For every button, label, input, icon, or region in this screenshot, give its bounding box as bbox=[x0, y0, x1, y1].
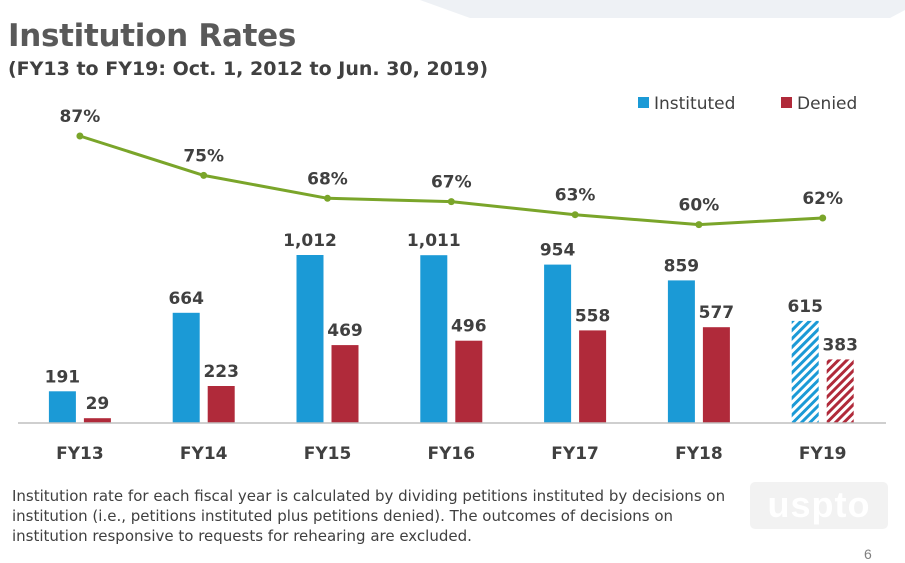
rate-label-fy13: 87% bbox=[60, 107, 101, 127]
x-tick-label-fy13: FY13 bbox=[56, 444, 104, 464]
rate-label-fy14: 75% bbox=[183, 146, 224, 166]
rate-label-fy15: 68% bbox=[307, 169, 348, 189]
x-tick-label-fy18: FY18 bbox=[675, 444, 723, 464]
top-decorative-band bbox=[0, 0, 905, 22]
bar-label-instituted-fy13: 191 bbox=[45, 367, 81, 387]
bar-denied-fy18 bbox=[702, 327, 730, 423]
bar-instituted-fy17 bbox=[544, 264, 572, 423]
uspto-logo: uspto bbox=[750, 482, 888, 529]
footnote: Institution rate for each fiscal year is… bbox=[12, 487, 726, 545]
rate-label-fy18: 60% bbox=[679, 196, 720, 216]
x-tick-label-fy17: FY17 bbox=[551, 444, 599, 464]
bar-label-instituted-fy14: 664 bbox=[168, 289, 204, 309]
slide-subtitle: (FY13 to FY19: Oct. 1, 2012 to Jun. 30, … bbox=[8, 58, 489, 80]
rate-label-fy17: 63% bbox=[555, 186, 596, 206]
institution-rate-line: 87% 75% 68% 67% 63% 60% 62% bbox=[60, 107, 843, 229]
legend-swatch-instituted bbox=[638, 97, 649, 108]
rate-point-fy16 bbox=[447, 198, 455, 206]
bar-denied-fy17 bbox=[579, 330, 607, 423]
x-tick-label-fy14: FY14 bbox=[180, 444, 228, 464]
slide-title: Institution Rates bbox=[8, 18, 296, 54]
legend-label-instituted: Instituted bbox=[654, 94, 735, 114]
legend-swatch-denied bbox=[781, 97, 792, 108]
bar-instituted-fy14 bbox=[172, 312, 200, 423]
uspto-logo-text: uspto bbox=[767, 484, 871, 525]
bar-label-denied-fy14: 223 bbox=[203, 362, 239, 382]
bar-label-denied-fy17: 558 bbox=[575, 306, 611, 326]
bar-label-denied-fy15: 469 bbox=[327, 321, 363, 341]
bar-instituted-fy13 bbox=[48, 391, 76, 423]
rate-point-fy14 bbox=[200, 171, 208, 179]
bar-label-instituted-fy19: 615 bbox=[787, 297, 823, 317]
bar-label-instituted-fy17: 954 bbox=[540, 241, 576, 261]
bar-label-denied-fy13: 29 bbox=[86, 394, 110, 414]
x-tick-label-fy19: FY19 bbox=[799, 444, 847, 464]
bar-instituted-fy18 bbox=[667, 280, 695, 423]
bar-label-instituted-fy15: 1,012 bbox=[283, 231, 337, 251]
rate-label-fy16: 67% bbox=[431, 173, 472, 193]
bar-label-denied-fy19: 383 bbox=[822, 335, 858, 355]
chart-legend: Instituted Denied bbox=[638, 94, 857, 114]
page-number: 6 bbox=[864, 546, 872, 562]
bar-denied-fy14 bbox=[207, 386, 235, 423]
rate-point-fy19 bbox=[819, 214, 827, 222]
rate-point-fy18 bbox=[695, 221, 703, 229]
bar-group bbox=[48, 255, 854, 423]
bar-label-denied-fy18: 577 bbox=[699, 303, 735, 323]
bar-denied-fy16 bbox=[455, 340, 483, 423]
bar-label-instituted-fy16: 1,011 bbox=[407, 231, 461, 251]
bar-label-denied-fy16: 496 bbox=[451, 317, 487, 337]
bar-label-instituted-fy18: 859 bbox=[664, 256, 700, 276]
bar-instituted-fy16 bbox=[420, 255, 448, 423]
rate-label-fy19: 62% bbox=[802, 189, 843, 209]
rate-point-fy17 bbox=[571, 211, 579, 219]
bar-instituted-fy15 bbox=[296, 255, 324, 423]
bar-denied-fy19 bbox=[826, 359, 854, 423]
x-axis-tick-labels: FY13 FY14 FY15 FY16 FY17 FY18 FY19 bbox=[56, 444, 846, 464]
bar-denied-fy13 bbox=[83, 418, 111, 423]
bar-denied-fy15 bbox=[331, 345, 359, 423]
legend-label-denied: Denied bbox=[797, 94, 857, 114]
x-tick-label-fy16: FY16 bbox=[428, 444, 476, 464]
bar-instituted-fy19 bbox=[791, 320, 819, 423]
rate-point-fy13 bbox=[76, 132, 84, 140]
x-tick-label-fy15: FY15 bbox=[304, 444, 352, 464]
rate-point-fy15 bbox=[324, 194, 331, 202]
